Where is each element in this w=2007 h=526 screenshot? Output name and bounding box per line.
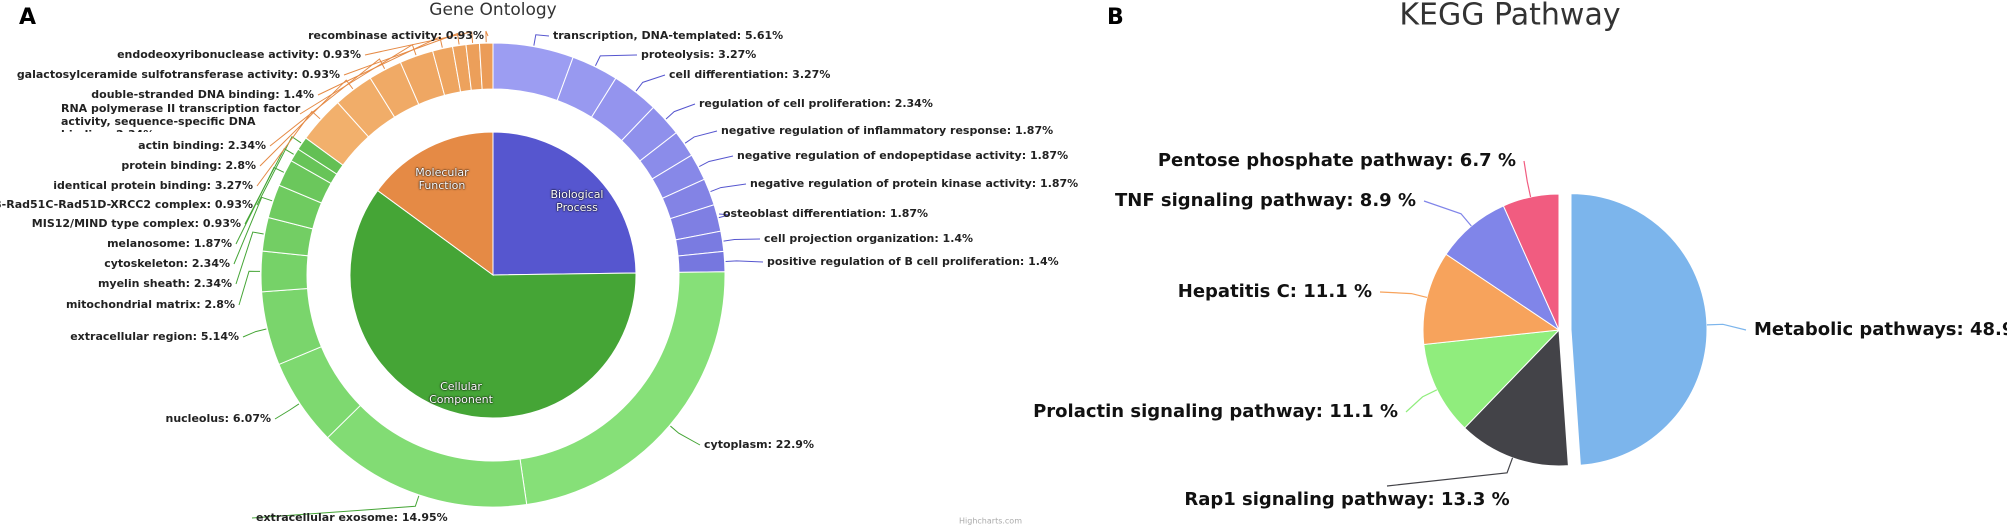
slice-label: Rap1 signaling pathway: 13.3 % [1184, 489, 1509, 510]
segment-label: protein binding: 2.8% [121, 159, 256, 172]
inner-label: Molecular Function [415, 166, 469, 192]
connector [269, 58, 386, 147]
segment-label: positive regulation of B cell proliferat… [767, 255, 1059, 268]
connector [238, 270, 261, 306]
segment-label: osteoblast differentiation: 1.87% [723, 207, 928, 220]
inner-label: Biological Process [550, 188, 604, 214]
segment-label: negative regulation of protein kinase ac… [750, 177, 1078, 190]
connector [274, 403, 300, 420]
segment-label: regulation of cell proliferation: 2.34% [699, 97, 933, 110]
ring-slice [478, 42, 494, 90]
slice-label: Pentose phosphate pathway: 6.7 % [1158, 150, 1516, 171]
connector [485, 30, 489, 43]
connector [1523, 160, 1532, 198]
ring-slice [326, 404, 528, 508]
inner-slice [349, 189, 637, 419]
segment-label: melanosome: 1.87% [107, 237, 232, 250]
segment-label: identical protein binding: 3.27% [53, 179, 253, 192]
chart-title: KEGG Pathway [1399, 0, 1620, 33]
inner-slice [376, 131, 494, 276]
segment-label: MIS12/MIND type complex: 0.93% [32, 217, 241, 230]
inner-label: Cellular Component [429, 380, 493, 406]
connector [256, 135, 302, 206]
segment-label: cytoplasm: 22.9% [704, 438, 814, 451]
slice-label: Prolactin signaling pathway: 11.1 % [1033, 401, 1398, 422]
connector [710, 183, 747, 192]
panel-label: B [1107, 5, 1124, 30]
segment-label: mitochondrial matrix: 2.8% [66, 298, 235, 311]
panel-label: A [19, 5, 36, 30]
ring-slice [260, 250, 309, 293]
segment-label: myelin sheath: 2.34% [98, 277, 232, 290]
segment-label: negative regulation of inflammatory resp… [721, 124, 1053, 137]
connector [235, 231, 264, 285]
segment-label: proteolysis: 3.27% [641, 48, 756, 61]
inner-label: Molecular Function [415, 166, 469, 192]
pie-slice [1422, 253, 1561, 346]
connector [699, 155, 734, 168]
connector [1423, 200, 1472, 227]
connector [718, 213, 730, 219]
connector [364, 31, 474, 56]
segment-label: actin binding: 2.34% [138, 139, 266, 152]
segment-label: RNA polymerase II transcription factor a… [61, 102, 301, 132]
segment-label: extracellular exosome: 14.95% [256, 511, 448, 524]
segment-label: galactosylceramide sulfotransferase acti… [17, 68, 340, 81]
segment-label: RNA polymerase II transcription factor a… [61, 102, 301, 132]
inner-slice [492, 131, 637, 276]
pie-slice [1570, 193, 1708, 466]
connector [1405, 389, 1438, 413]
connector [233, 196, 273, 265]
credit: Highcharts.com [959, 517, 1022, 526]
segment-label: extracellular region: 5.14% [70, 330, 239, 343]
chart-title: Gene Ontology [429, 0, 556, 20]
connector [665, 103, 696, 120]
segment-label: negative regulation of endopeptidase act… [737, 149, 1068, 162]
slice-label: Hepatitis C: 11.1 % [1178, 281, 1372, 302]
slice-label: Metabolic pathways: 48.9 % [1754, 319, 2007, 340]
segment-label: transcription, DNA-templated: 5.61% [553, 29, 783, 42]
connector [259, 79, 354, 167]
connector [317, 36, 443, 96]
connector [725, 260, 764, 263]
connector [595, 54, 638, 66]
connector [533, 34, 550, 46]
segment-label: cytoskeleton: 2.34% [104, 257, 230, 270]
inner-label: Biological Process [550, 188, 604, 214]
connector [684, 130, 718, 144]
slice-label: TNF signaling pathway: 8.9 % [1115, 190, 1416, 211]
connector [251, 495, 420, 519]
inner-label: Cellular Component [429, 380, 493, 406]
connector [242, 328, 267, 338]
connector [1706, 323, 1747, 331]
connector [670, 425, 701, 446]
pie-slice [1423, 329, 1561, 429]
segment-label: double-stranded DNA binding: 1.4% [91, 88, 314, 101]
segment-label: recombinase activity: 0.93% [308, 29, 484, 42]
segment-label: Rad51B-Rad51C-Rad51D-XRCC2 complex: 0.93… [0, 198, 253, 211]
segment-label: cell projection organization: 1.4% [764, 232, 973, 245]
segment-label: endodeoxyribonuclease activity: 0.93% [117, 48, 361, 61]
connector [1379, 291, 1428, 299]
connector [635, 74, 666, 92]
segment-label: cell differentiation: 3.27% [669, 68, 830, 81]
connector [1386, 457, 1514, 487]
segment-label: nucleolus: 6.07% [165, 412, 271, 425]
connector [256, 110, 321, 187]
connector [343, 32, 460, 76]
connector [723, 238, 761, 242]
